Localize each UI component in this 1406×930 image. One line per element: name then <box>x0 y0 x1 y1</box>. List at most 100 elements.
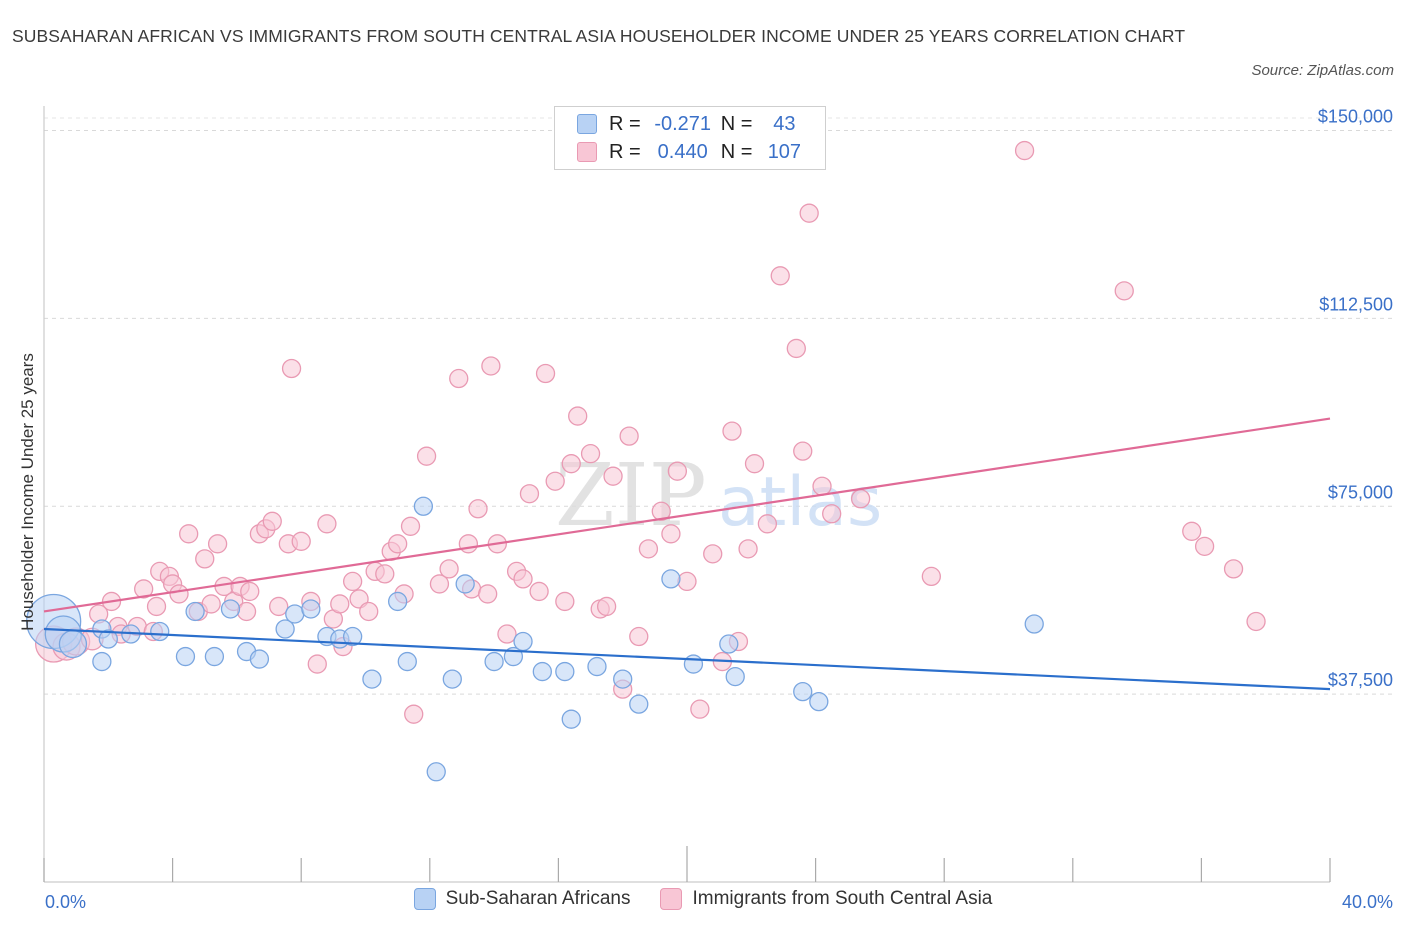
data-point <box>535 363 556 384</box>
data-point <box>638 539 659 559</box>
data-point <box>387 534 408 554</box>
series-immigrants-south-central-asia <box>34 140 1266 724</box>
chart-title: SUBSAHARAN AFRICAN VS IMMIGRANTS FROM SO… <box>12 26 1186 46</box>
legend-n-label: N = <box>720 140 753 163</box>
correlation-legend: R = -0.271 N = 43 R = 0.440 N = 107 <box>554 106 826 170</box>
data-point <box>513 631 533 652</box>
data-point <box>439 559 459 579</box>
axes <box>43 106 1331 883</box>
x-tick-label: 0.0% <box>45 892 86 912</box>
data-point <box>291 531 311 551</box>
data-point <box>519 484 540 504</box>
trend-line <box>43 417 1331 613</box>
data-point <box>619 426 639 446</box>
data-point <box>629 626 649 647</box>
data-point <box>613 669 633 689</box>
data-point <box>404 704 424 724</box>
data-point <box>629 694 649 714</box>
data-point <box>568 406 588 426</box>
data-point <box>281 358 302 379</box>
data-point <box>793 681 813 702</box>
legend-row-south-central-asia: R = 0.440 N = 107 <box>577 139 812 165</box>
data-point <box>719 634 739 654</box>
x-tick-label: 40.0% <box>1342 892 1393 912</box>
data-point <box>580 444 601 464</box>
data-point <box>799 203 819 223</box>
data-point <box>703 544 723 564</box>
data-point <box>387 591 408 612</box>
data-point <box>275 619 295 639</box>
data-point <box>757 514 778 534</box>
data-point <box>442 669 462 689</box>
data-point <box>555 591 575 612</box>
data-point <box>822 504 842 524</box>
data-point <box>1114 281 1134 301</box>
legend-label-south-central-asia: Immigrants from South Central Asia <box>692 888 993 909</box>
legend-r-label: R = <box>609 112 641 135</box>
y-tick-labels: $37,500 $75,000 $112,500 $150,000 <box>1318 107 1393 691</box>
data-point <box>513 569 533 589</box>
data-point <box>587 656 607 677</box>
data-point <box>770 266 790 286</box>
source-label: Source: ZipAtlas.com <box>1251 62 1394 79</box>
legend-r-value: -0.271 <box>654 112 712 135</box>
legend-n-value: 107 <box>767 140 802 163</box>
legend-swatch-pink <box>660 888 683 910</box>
data-point <box>545 471 565 491</box>
legend-n-label: N = <box>720 112 753 135</box>
data-point <box>449 368 469 389</box>
data-point <box>455 574 475 594</box>
data-point <box>1024 614 1044 634</box>
data-point <box>426 762 446 782</box>
data-point <box>207 534 228 554</box>
data-point <box>185 601 205 622</box>
legend-r-label: R = <box>609 140 641 163</box>
data-point <box>375 564 395 584</box>
data-point <box>201 594 221 614</box>
data-point <box>179 524 199 544</box>
x-tick-labels: 0.0% 40.0% <box>45 892 1393 912</box>
data-point <box>400 516 421 536</box>
legend-row-sub-saharan: R = -0.271 N = 43 <box>577 111 812 137</box>
legend-label-sub-saharan: Sub-Saharan Africans <box>445 888 631 909</box>
data-point <box>1014 140 1035 161</box>
series-sub-saharan-africans <box>25 496 1044 782</box>
legend-swatch-pink <box>577 142 597 162</box>
data-point <box>236 601 257 622</box>
y-axis-label: Householder Income Under 25 years <box>18 353 37 631</box>
y-tick-label: $75,000 <box>1328 482 1393 502</box>
data-point <box>484 651 504 672</box>
data-point <box>1223 559 1244 579</box>
data-point <box>169 584 189 604</box>
data-point <box>529 581 549 602</box>
data-point <box>786 338 806 359</box>
data-point <box>285 604 305 624</box>
data-point <box>651 501 671 521</box>
data-point <box>458 534 479 554</box>
data-point <box>677 571 697 592</box>
data-point <box>416 446 437 466</box>
data-point <box>603 466 623 486</box>
data-point <box>359 601 379 622</box>
data-point <box>809 691 829 712</box>
data-point <box>921 566 941 587</box>
data-point <box>532 661 552 682</box>
trend-line <box>43 627 1331 691</box>
data-point <box>722 421 742 441</box>
data-point <box>58 629 88 659</box>
legend-item-sub-saharan: Sub-Saharan Africans <box>413 888 631 910</box>
data-point <box>1246 611 1266 632</box>
data-point <box>220 599 241 619</box>
data-point <box>744 454 765 474</box>
y-tick-label: $37,500 <box>1328 670 1393 690</box>
data-point <box>793 441 813 461</box>
data-point <box>683 654 704 674</box>
legend-swatch-blue <box>577 114 597 134</box>
data-point <box>240 581 260 602</box>
data-point <box>249 649 270 669</box>
legend-r-value: 0.440 <box>657 140 708 163</box>
y-tick-label: $150,000 <box>1318 107 1393 127</box>
trend-lines <box>43 417 1331 691</box>
watermark: ZIP atlas <box>555 446 882 546</box>
